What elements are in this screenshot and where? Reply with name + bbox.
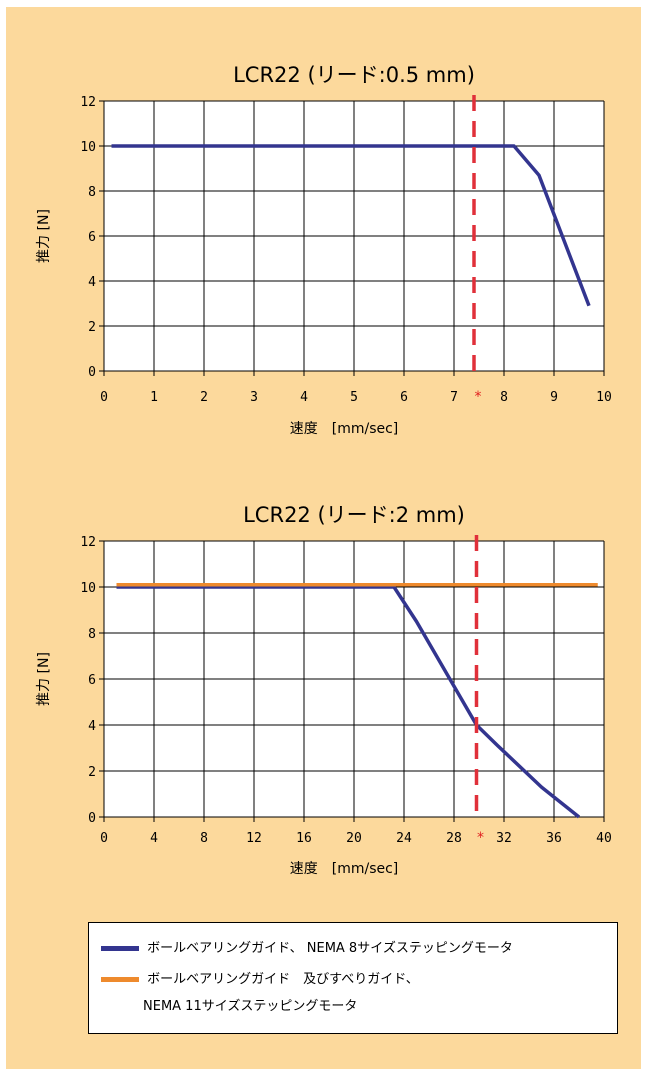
x-tick-label: 8 — [500, 390, 508, 405]
x-tick-label: 28 — [446, 831, 462, 846]
x-tick-label: 40 — [596, 831, 612, 846]
y-tick-label: 12 — [80, 95, 96, 110]
speed-limit-asterisk: * — [475, 389, 482, 405]
y-tick-label: 8 — [88, 627, 96, 642]
x-tick-label: 24 — [396, 831, 412, 846]
x-tick-label: 36 — [546, 831, 562, 846]
series-line-1-1 — [111, 144, 591, 307]
legend-item-nema8: ボールベアリングガイド、 NEMA 8サイズステッピングモータ — [101, 939, 513, 959]
x-tick-label: 1 — [150, 390, 158, 405]
legend-label-nema8: ボールベアリングガイド、 NEMA 8サイズステッピングモータ — [147, 941, 513, 956]
chart-title-1: LCR22 (リード:0.5 mm) — [233, 63, 475, 87]
y-tick-label: 10 — [80, 581, 96, 596]
chart-panel: 0 1 2 3 4 5 6 7 8 9 10 0 2 4 6 8 10 12 * LCR22 (リード:0.5 mm)… — [6, 7, 641, 1069]
legend-label-nema11-line1: ボールベアリングガイド 及びすべりガイド、 — [147, 972, 419, 987]
x-tick-label: 16 — [296, 831, 312, 846]
x-tick-label: 4 — [300, 390, 308, 405]
y-axis-label: 推力 [N] — [36, 652, 52, 706]
x-tick-label: 3 — [250, 390, 258, 405]
legend: ボールベアリングガイド、 NEMA 8サイズステッピングモータ ボールベアリング… — [88, 922, 618, 1034]
y-tick-label: 0 — [88, 365, 96, 380]
x-tick-label: 32 — [496, 831, 512, 846]
speed-limit-asterisk: * — [477, 830, 484, 846]
y-tick-label: 6 — [88, 230, 96, 245]
y-tick-label: 10 — [80, 140, 96, 155]
y-tick-label: 2 — [88, 320, 96, 335]
legend-item-nema11: ボールベアリングガイド 及びすべりガイド、 — [101, 970, 419, 990]
x-tick-label: 8 — [200, 831, 208, 846]
y-tick-label: 2 — [88, 765, 96, 780]
y-tick-label: 0 — [88, 811, 96, 826]
legend-label-nema11-line2: NEMA 11サイズステッピングモータ — [143, 999, 358, 1014]
x-tick-label: 12 — [246, 831, 262, 846]
x-tick-label: 5 — [350, 390, 358, 405]
x-tick-label: 6 — [400, 390, 408, 405]
y-axis-label: 推力 [N] — [36, 209, 52, 263]
legend-swatch-orange — [101, 977, 139, 982]
y-tick-label: 4 — [88, 719, 96, 734]
x-tick-label: 10 — [596, 390, 612, 405]
legend-swatch-blue — [101, 946, 139, 951]
x-axis-label: 速度 [mm/sec] — [290, 861, 399, 877]
x-axis-label: 速度 [mm/sec] — [290, 421, 399, 437]
x-tick-label: 9 — [550, 390, 558, 405]
x-tick-label: 20 — [346, 831, 362, 846]
x-tick-label: 2 — [200, 390, 208, 405]
legend-item-nema11-cont: NEMA 11サイズステッピングモータ — [143, 997, 357, 1017]
y-tick-label: 6 — [88, 673, 96, 688]
y-tick-label: 12 — [80, 535, 96, 550]
x-tick-label: 4 — [150, 831, 158, 846]
chart-title-2: LCR22 (リード:2 mm) — [243, 503, 465, 527]
x-tick-label: 7 — [450, 390, 458, 405]
y-tick-label: 8 — [88, 185, 96, 200]
x-tick-label: 0 — [100, 831, 108, 846]
x-tick-label: 0 — [100, 390, 108, 405]
y-tick-label: 4 — [88, 275, 96, 290]
